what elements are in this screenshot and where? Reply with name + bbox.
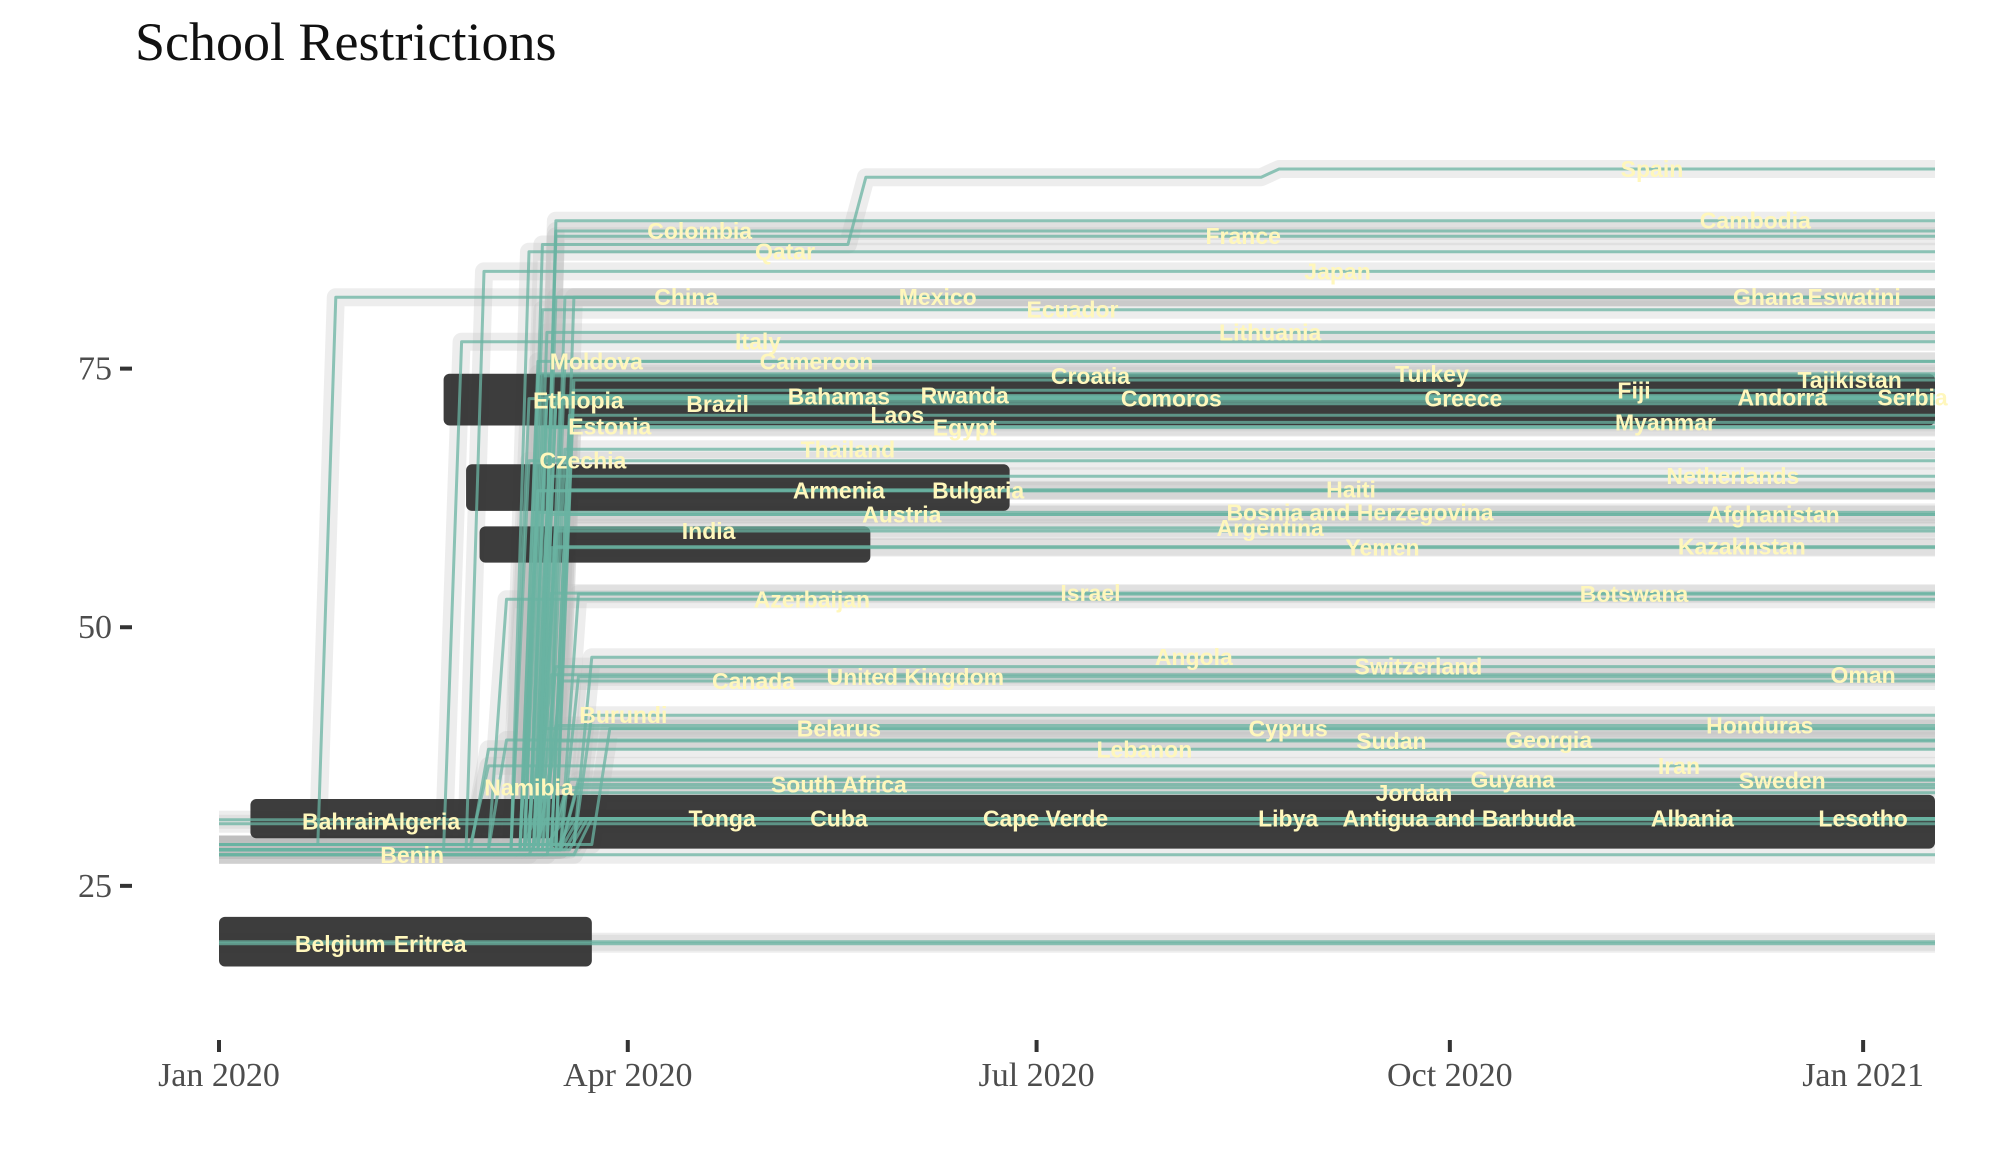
series-label: Namibia xyxy=(484,775,574,801)
series-label: Cape Verde xyxy=(983,806,1108,832)
series-label: Guyana xyxy=(1471,766,1556,792)
series-label: Mexico xyxy=(899,284,977,310)
series-label: Ecuador xyxy=(1026,297,1118,323)
series-label: Italy xyxy=(735,329,781,355)
x-tick-label: Jul 2020 xyxy=(978,1057,1094,1094)
series-label: Cambodia xyxy=(1700,208,1811,234)
series-label: Algeria xyxy=(382,809,460,835)
series-label: Croatia xyxy=(1051,363,1130,389)
series-label: Bahrain xyxy=(302,809,388,835)
series-label: France xyxy=(1205,223,1280,249)
series-label: Canada xyxy=(712,668,795,694)
series-label: Estonia xyxy=(568,414,651,440)
y-tick-label: 75 xyxy=(78,351,112,388)
series-label: Comoros xyxy=(1121,386,1222,412)
series-label: Cuba xyxy=(810,806,868,832)
series-label: Andorra xyxy=(1738,385,1828,411)
y-tick-label: 50 xyxy=(78,609,112,646)
series-label: Moldova xyxy=(550,348,643,374)
series-label: Lesotho xyxy=(1818,806,1907,832)
y-axis: 25 50 75 xyxy=(78,351,132,905)
series-label: Sudan xyxy=(1356,728,1426,754)
series-label: Yemen xyxy=(1345,535,1419,561)
series-label: Fiji xyxy=(1617,377,1650,403)
series-label: Israel xyxy=(1060,580,1120,606)
series-label: Thailand xyxy=(801,436,896,462)
series-label: Oman xyxy=(1831,662,1896,688)
series-label: Lebanon xyxy=(1096,736,1192,762)
x-axis: Jan 2020 Apr 2020 Jul 2020 Oct 2020 Jan 2021 xyxy=(158,1040,1924,1094)
series-label: Tajikistan xyxy=(1797,367,1901,393)
series-label: Turkey xyxy=(1395,361,1469,387)
series-label: Bosnia and Herzegovina xyxy=(1226,499,1493,525)
series-label: Egypt xyxy=(933,415,997,441)
series-label: United Kingdom xyxy=(826,664,1004,690)
series-label: Afghanistan xyxy=(1707,501,1840,527)
series-label: Belarus xyxy=(797,716,881,742)
series-label: Spain xyxy=(1621,156,1684,182)
series-label: Jordan xyxy=(1376,780,1453,806)
series-label: Eswatini xyxy=(1807,284,1900,310)
series-label: Kazakhstan xyxy=(1678,534,1806,560)
series-label: Serbia xyxy=(1877,385,1948,411)
series-line xyxy=(219,167,1935,852)
series-label: Libya xyxy=(1258,806,1318,832)
series-label: Japan xyxy=(1304,258,1370,284)
series-label: Rwanda xyxy=(921,383,1009,409)
density-band xyxy=(551,794,1935,849)
series-label: Botswana xyxy=(1580,581,1689,607)
series-label: South Africa xyxy=(771,771,907,797)
x-tick-label: Jan 2020 xyxy=(158,1057,280,1094)
series-label: Ghana xyxy=(1733,284,1805,310)
series-label: Angola xyxy=(1155,644,1233,670)
series-label: Greece xyxy=(1424,386,1502,412)
series-label: Albania xyxy=(1651,806,1734,832)
y-tick-label: 25 xyxy=(78,868,112,905)
series-label: Austria xyxy=(862,501,941,527)
series-lines xyxy=(219,167,1935,946)
series-label: Iran xyxy=(1658,753,1700,779)
series-label: Laos xyxy=(870,402,924,428)
series-label: Brazil xyxy=(686,391,749,417)
x-tick-label: Apr 2020 xyxy=(563,1057,692,1094)
series-label: Eritrea xyxy=(394,931,467,957)
series-label: Sweden xyxy=(1739,767,1826,793)
series-label: Qatar xyxy=(755,239,815,265)
series-label: Azerbaijan xyxy=(754,586,870,612)
series-label: Benin xyxy=(380,842,444,868)
series-label: Netherlands xyxy=(1666,463,1799,489)
series-label: Haiti xyxy=(1326,477,1376,503)
series-label: Honduras xyxy=(1706,713,1813,739)
series-label: Myanmar xyxy=(1615,409,1716,435)
series-label: Tonga xyxy=(688,806,755,832)
series-label: Colombia xyxy=(647,218,752,244)
x-tick-label: Oct 2020 xyxy=(1387,1057,1513,1094)
series-label: China xyxy=(654,284,718,310)
density-band xyxy=(479,526,871,563)
series-label: Ethiopia xyxy=(533,388,624,414)
chart-title: School Restrictions xyxy=(135,12,556,72)
series-label: Antigua and Barbuda xyxy=(1343,806,1576,832)
series-label: Argentina xyxy=(1216,515,1324,541)
series-label: Georgia xyxy=(1505,727,1592,753)
series-label: Lithuania xyxy=(1219,319,1321,345)
series-label: India xyxy=(682,518,736,544)
series-label: Burundi xyxy=(579,702,667,728)
series-label: Armenia xyxy=(793,478,885,504)
series-label: Czechia xyxy=(539,448,626,474)
x-tick-label: Jan 2021 xyxy=(1802,1057,1924,1094)
series-label: Cameroon xyxy=(760,348,874,374)
series-label: Switzerland xyxy=(1354,654,1482,680)
series-label: Cyprus xyxy=(1249,716,1328,742)
series-label: Belgium xyxy=(295,931,386,957)
series-label: Bulgaria xyxy=(932,478,1024,504)
series-label: Bahamas xyxy=(788,384,890,410)
